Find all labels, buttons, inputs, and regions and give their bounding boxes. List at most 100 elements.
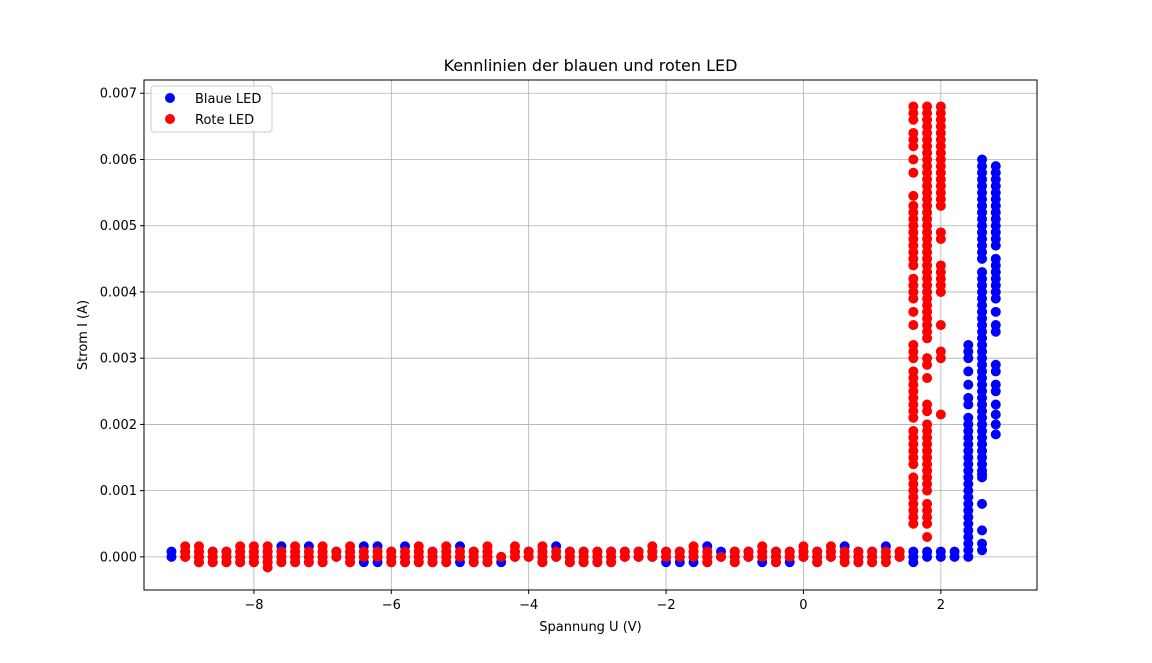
data-point <box>551 546 562 557</box>
data-point <box>688 541 699 552</box>
data-point <box>963 339 974 350</box>
y-tick-label: 0.007 <box>100 87 137 102</box>
data-point <box>413 541 424 552</box>
y-tick-label: 0.003 <box>100 352 137 367</box>
data-point <box>262 541 273 552</box>
data-point <box>221 546 232 557</box>
data-point <box>977 267 988 278</box>
data-point <box>977 154 988 165</box>
grid <box>144 80 1037 590</box>
axis-ticks: −8 −6 −4 −2 0 2 0.000 0.001 0.002 0.003 0.004 0.005… <box>100 87 945 613</box>
data-point <box>894 546 905 557</box>
legend: Blaue LED Rote LED <box>150 85 273 133</box>
data-point <box>908 190 919 201</box>
data-point <box>922 546 933 557</box>
x-tick-label: −4 <box>519 598 538 613</box>
data-point <box>276 546 287 557</box>
y-tick-label: 0.001 <box>100 484 137 499</box>
data-point <box>468 546 479 557</box>
x-tick-label: −2 <box>656 598 675 613</box>
plot-frame <box>143 79 1038 591</box>
data-point <box>963 379 974 390</box>
data-point <box>798 541 809 552</box>
data-point <box>908 426 919 437</box>
data-point <box>922 373 933 384</box>
data-point <box>674 546 685 557</box>
data-point <box>386 546 397 557</box>
data-point <box>757 541 768 552</box>
data-point <box>647 541 658 552</box>
data-point <box>935 227 946 238</box>
data-point <box>784 546 795 557</box>
data-point <box>922 419 933 430</box>
data-point <box>908 306 919 317</box>
legend-label-blaue-led: Blaue LED <box>195 92 261 107</box>
data-point <box>812 546 823 557</box>
data-point <box>537 541 548 552</box>
data-point <box>990 419 1001 430</box>
data-point <box>935 409 946 420</box>
data-point <box>990 399 1001 410</box>
data-point <box>482 541 493 552</box>
data-point <box>922 101 933 112</box>
data-point <box>372 546 383 557</box>
data-point <box>523 546 534 557</box>
data-point <box>908 366 919 377</box>
legend-box <box>150 85 273 133</box>
legend-label-rote-led: Rote LED <box>195 113 254 128</box>
data-point <box>345 541 356 552</box>
data-point <box>977 538 988 549</box>
data-point <box>963 412 974 423</box>
y-tick-label: 0.006 <box>100 153 137 168</box>
data-point <box>248 541 259 552</box>
data-point <box>235 541 246 552</box>
data-point <box>977 498 988 509</box>
data-point <box>935 346 946 357</box>
x-tick-label: −8 <box>244 598 263 613</box>
y-tick-label: 0.005 <box>100 219 137 234</box>
data-point <box>303 546 314 557</box>
data-point <box>908 339 919 350</box>
legend-marker-blaue-led <box>165 93 175 103</box>
data-point <box>990 253 1001 264</box>
data-point <box>880 546 891 557</box>
data-point <box>166 546 177 557</box>
data-point <box>839 546 850 557</box>
data-point <box>922 532 933 543</box>
data-point <box>290 541 301 552</box>
y-tick-label: 0.004 <box>100 285 137 300</box>
data-point <box>770 546 781 557</box>
data-point <box>922 399 933 410</box>
data-point <box>908 154 919 165</box>
data-point <box>619 546 630 557</box>
data-point <box>180 541 191 552</box>
data-point <box>935 320 946 331</box>
data-point <box>743 546 754 557</box>
chart-title: Kennlinien der blauen und roten LED <box>444 56 738 75</box>
x-tick-label: 0 <box>799 598 807 613</box>
data-point <box>633 546 644 557</box>
data-point <box>908 200 919 211</box>
data-point <box>963 366 974 377</box>
data-points <box>166 101 1001 573</box>
data-point <box>496 551 507 562</box>
y-tick-label: 0.002 <box>100 418 137 433</box>
data-point <box>908 273 919 284</box>
data-point <box>454 546 465 557</box>
data-point <box>990 379 1001 390</box>
data-point <box>867 546 878 557</box>
data-point <box>990 429 1001 440</box>
data-point <box>990 409 1001 420</box>
data-point <box>358 546 369 557</box>
data-point <box>908 167 919 178</box>
data-point <box>441 541 452 552</box>
data-point <box>193 541 204 552</box>
data-point <box>977 525 988 536</box>
x-tick-label: 2 <box>937 598 945 613</box>
data-point <box>564 546 575 557</box>
data-point <box>908 472 919 483</box>
data-point <box>702 546 713 557</box>
data-point <box>990 161 1001 172</box>
data-point <box>908 127 919 138</box>
